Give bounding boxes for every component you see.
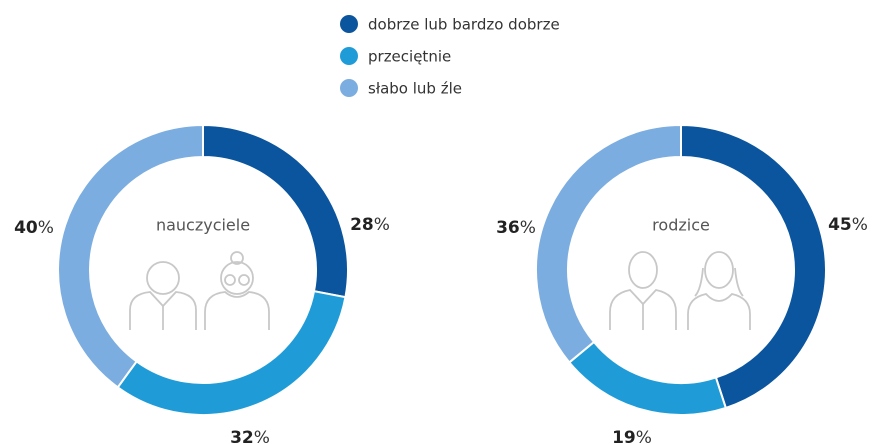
data-label-unit: % xyxy=(520,218,536,238)
data-label-value: 19 xyxy=(612,428,636,444)
legend-swatch xyxy=(340,15,358,33)
legend-label: przeciętnie xyxy=(368,48,451,66)
chart-title: rodzice xyxy=(652,216,710,235)
data-label-unit: % xyxy=(636,428,652,444)
parents-icon xyxy=(609,251,751,330)
legend-label: dobrze lub bardzo dobrze xyxy=(368,16,560,34)
donut-segment xyxy=(202,123,349,299)
data-label: 45% xyxy=(828,215,868,235)
donut-segment xyxy=(116,290,347,416)
donut-segment xyxy=(57,123,204,389)
data-label-unit: % xyxy=(374,215,390,235)
data-label-unit: % xyxy=(852,215,868,235)
legend-swatch xyxy=(340,47,358,65)
donut-segment xyxy=(567,340,728,416)
teachers-icon xyxy=(129,251,270,330)
data-label-value: 40 xyxy=(14,218,38,238)
data-label: 40% xyxy=(14,218,54,238)
data-label: 36% xyxy=(496,218,536,238)
data-label-unit: % xyxy=(38,218,54,238)
data-label-value: 36 xyxy=(496,218,520,238)
data-label: 28% xyxy=(350,215,390,235)
donut-segment xyxy=(535,123,682,364)
data-label-unit: % xyxy=(254,428,270,444)
chart-title: nauczyciele xyxy=(156,216,250,235)
data-label-value: 32 xyxy=(230,428,254,444)
data-label-value: 45 xyxy=(828,215,852,235)
data-label: 19% xyxy=(612,428,652,444)
legend-label: słabo lub źle xyxy=(368,80,462,98)
legend-swatch xyxy=(340,79,358,97)
data-label-value: 28 xyxy=(350,215,374,235)
data-label: 32% xyxy=(230,428,270,444)
donut-segment xyxy=(680,123,827,410)
